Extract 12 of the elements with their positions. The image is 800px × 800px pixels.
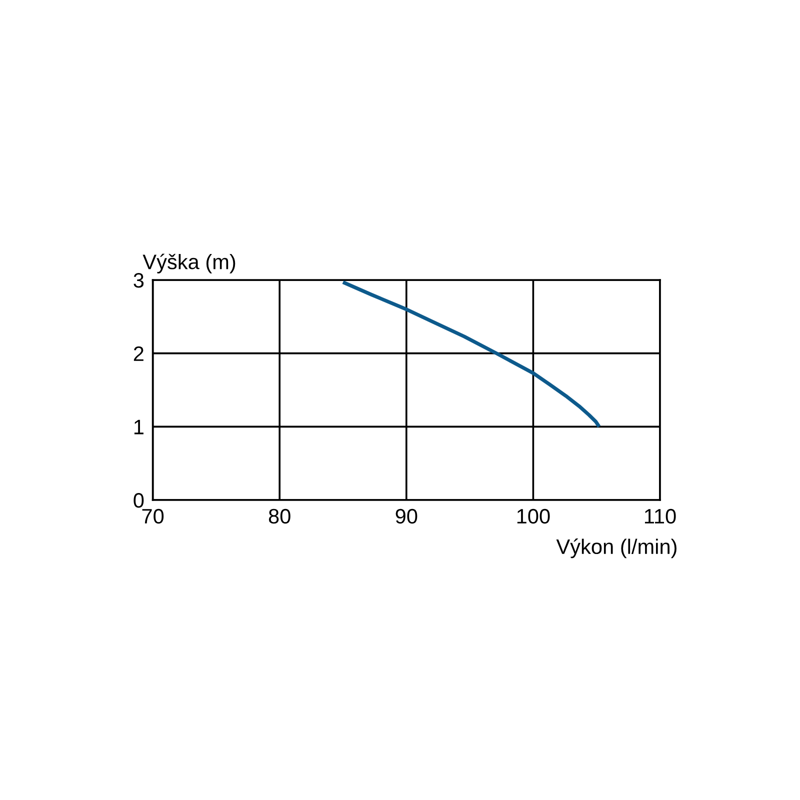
y-tick-label: 3	[134, 273, 144, 288]
x-axis-title: Výkon (l/min)	[556, 538, 676, 558]
y-tick-label: 2	[134, 346, 144, 361]
x-tick-label: 100	[517, 508, 550, 524]
x-tick-label: 110	[644, 508, 676, 524]
y-tick-label: 1	[134, 420, 144, 434]
y-axis-title: Výška (m)	[142, 254, 236, 274]
x-tick-label: 90	[396, 508, 418, 524]
line-series	[341, 280, 601, 428]
x-tick-label: 80	[268, 508, 290, 524]
x-tick-label: 70	[142, 508, 164, 524]
y-tick-label: 0	[134, 493, 144, 508]
